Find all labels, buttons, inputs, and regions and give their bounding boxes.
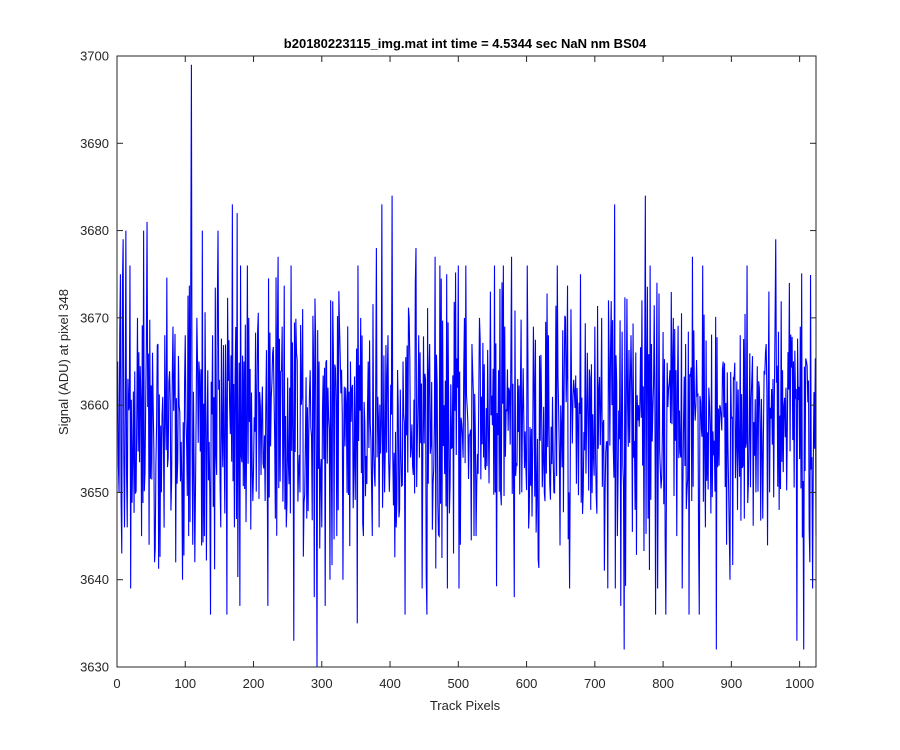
y-tick-label: 3640 — [80, 572, 109, 587]
x-tick-label: 800 — [652, 676, 674, 691]
y-tick-label: 3650 — [80, 485, 109, 500]
x-tick-label: 600 — [516, 676, 538, 691]
x-tick-label: 100 — [174, 676, 196, 691]
axes-box — [116, 55, 817, 668]
series-line — [117, 64, 817, 668]
x-tick-label: 500 — [447, 676, 469, 691]
chart-title: b20180223115_img.mat int time = 4.5344 s… — [284, 36, 647, 51]
x-tick-label: 200 — [243, 676, 265, 691]
y-tick-label: 3660 — [80, 398, 109, 413]
x-axis-label: Track Pixels — [430, 698, 501, 713]
y-tick-label: 3700 — [80, 49, 109, 64]
x-tick-label: 300 — [311, 676, 333, 691]
x-tick-label: 0 — [113, 676, 120, 691]
x-tick-label: 1000 — [785, 676, 814, 691]
y-tick-label: 3630 — [80, 660, 109, 675]
y-tick-label: 3690 — [80, 136, 109, 151]
y-axis-label: Signal (ADU) at pixel 348 — [56, 289, 71, 435]
x-tick-label: 900 — [721, 676, 743, 691]
series-layer — [117, 64, 817, 668]
x-axis: 0 100 200 300 400 500 600 700 800 900 1000 — [113, 56, 814, 691]
x-tick-label: 700 — [584, 676, 606, 691]
y-axis: 3630 3640 3650 3660 3670 3680 3690 3700 — [80, 49, 816, 675]
x-tick-label: 400 — [379, 676, 401, 691]
y-tick-label: 3670 — [80, 310, 109, 325]
y-tick-label: 3680 — [80, 223, 109, 238]
